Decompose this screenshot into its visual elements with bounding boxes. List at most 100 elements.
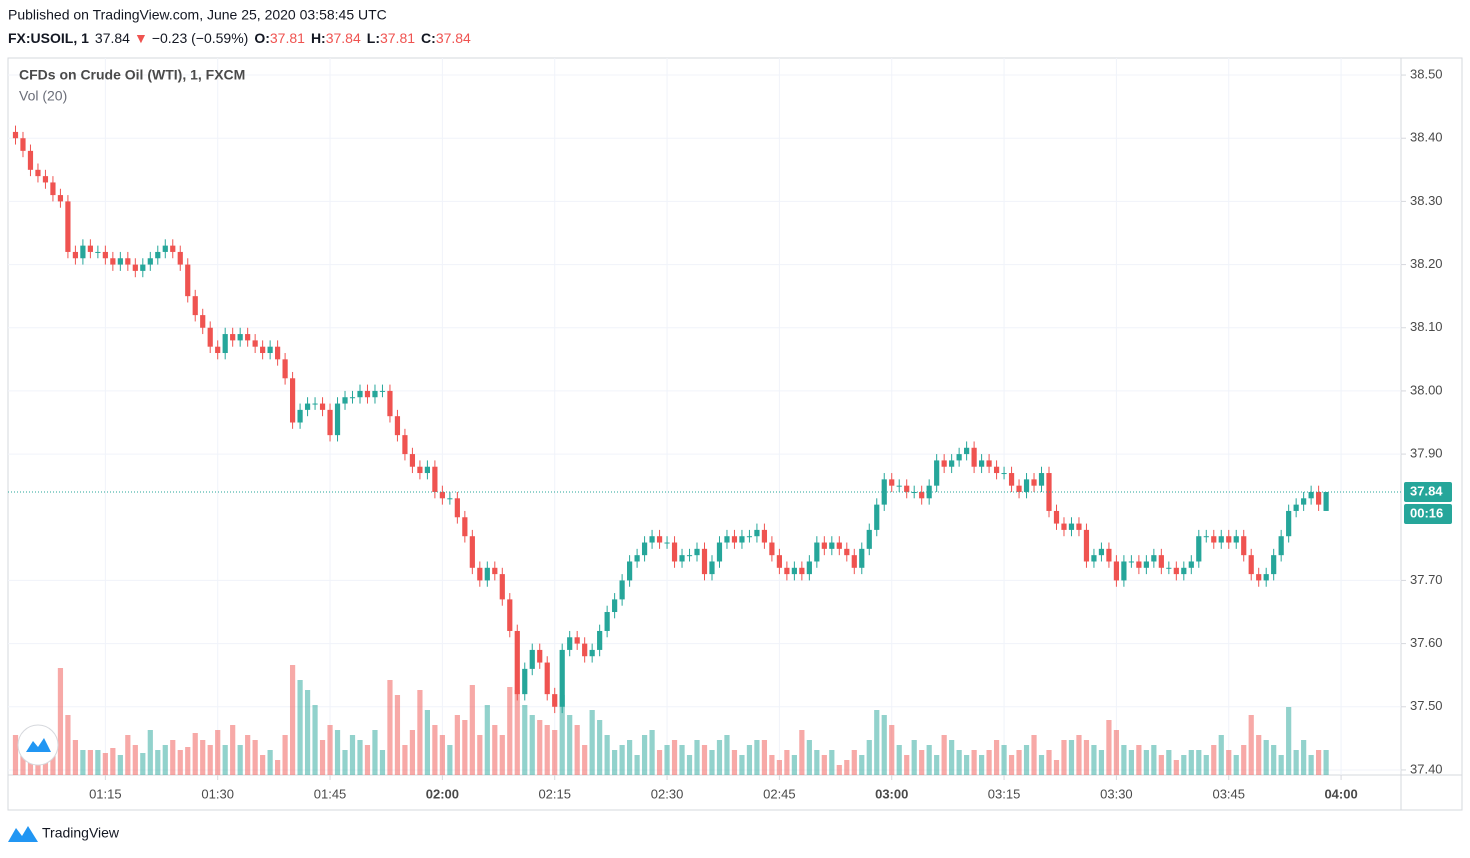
volume-bar [492,725,498,775]
candle-body [522,668,528,695]
candle-body [716,542,723,562]
candle-body [851,555,857,568]
volume-bar [919,750,925,775]
candle-body [417,466,423,474]
volume-bar [1113,730,1120,775]
chart-title: CFDs on Crude Oil (WTI), 1, FXCM [19,67,245,83]
candle-body [357,390,363,398]
volume-bar [926,745,932,775]
candle-body [679,555,685,562]
volume-bar [477,735,483,775]
candle-body [1031,479,1037,486]
candle-body [1196,536,1202,562]
volume-bar [1061,740,1067,775]
candle-body [147,258,153,265]
volume-bar [1038,755,1045,775]
volume-bar [589,710,595,775]
volume-bar [1001,745,1007,775]
volume-bar [1068,740,1075,775]
candle-body [304,403,311,410]
volume-bar [462,720,468,775]
volume-bar [349,735,356,775]
volume-bar [1046,750,1052,775]
volume-bar [469,685,475,775]
volume-bar [1031,735,1037,775]
countdown-tag [1404,503,1452,524]
volume-bar [275,760,281,775]
volume-bar [776,760,782,775]
candle-body [1016,485,1022,492]
candle-body [387,390,393,417]
volume-bar [417,690,423,775]
candle-body [95,251,101,253]
volume-bar [289,665,296,775]
volume-bar [454,715,460,775]
candle-body [282,359,288,379]
axes: 37.40 37.50 37.60 37.70 37.90 38.00 38.10 38.20… [89,66,1452,801]
volume-bar [372,730,378,775]
candle-body [1083,529,1090,562]
volume-bar [207,745,213,775]
volume-bar [829,750,835,775]
candle-body [1241,536,1247,556]
candle-body [484,567,490,581]
candle-body [859,548,865,568]
candle-body [72,251,79,259]
volume-bar [1256,735,1262,775]
candle-body [222,334,228,354]
candle-body [701,548,708,575]
volume-bar [949,740,955,775]
candle-body [597,630,603,650]
volume-bar [731,750,738,775]
candle-body [567,637,573,650]
volume-bar [1008,755,1015,775]
candle-body [537,649,543,663]
candle-body [1293,504,1299,511]
x-tick-label: 03:45 [1212,786,1245,801]
candle-body [529,649,535,669]
volume-bar [514,690,520,775]
candle-body [215,346,221,354]
candle-body [192,296,198,316]
volume-bar [200,740,206,775]
candle-body [582,643,588,657]
volume-bar [739,755,745,775]
volume-bar [334,730,341,775]
candle-body [275,346,281,360]
candle-body [821,542,827,549]
volume-bar [1286,707,1292,775]
volume-bar [439,735,445,775]
candle-body [327,409,333,436]
volume-bar [1143,750,1149,775]
volume-bar [87,750,93,775]
candle-body [57,195,64,202]
candle-body [1113,561,1120,581]
volume-bar [1263,740,1269,775]
volume-bar [934,755,940,775]
candle-body [799,567,805,575]
x-tick-label: 03:15 [988,786,1021,801]
volume-bar [125,735,131,775]
candle-body [245,334,251,341]
volume-bar [147,730,153,775]
volume-bar [529,715,535,775]
volume-bar [402,745,408,775]
volume-bar [889,725,895,775]
candle-body [312,403,318,405]
y-tick-label: 38.00 [1410,382,1443,397]
volume-bar [424,710,430,775]
volume-bar [484,705,490,775]
volume-bar [784,750,790,775]
volume-bar [694,740,700,775]
ohlc-value: 37.84 [326,30,361,46]
volume-bar [192,733,198,775]
candle-body [559,649,565,707]
volume-bar [537,720,543,775]
volume-bar [499,735,505,775]
x-tick-label: 02:15 [538,786,571,801]
brand: TradingView [42,825,120,841]
candle-body [612,599,618,613]
ohlc-value: 37.81 [380,30,415,46]
volume-bar [956,750,962,775]
y-tick-label: 38.30 [1410,193,1443,208]
